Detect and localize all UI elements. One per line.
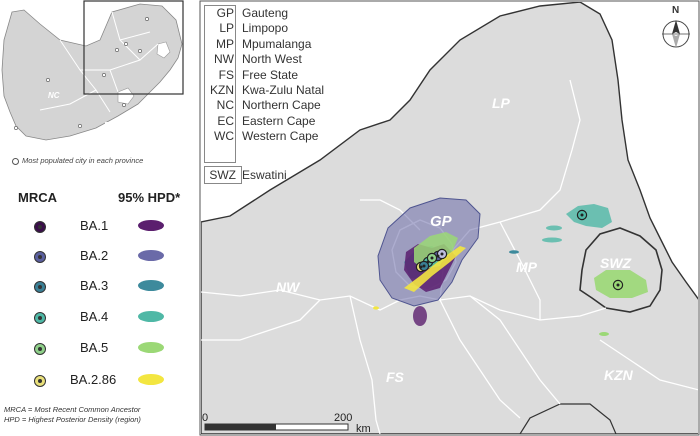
inset-eswatini [156, 41, 171, 59]
legend-label: BA.5 [80, 340, 109, 355]
legend-hpd-swatch [138, 220, 164, 231]
legend-mrca-header: MRCA [18, 190, 57, 205]
inset-zoom-box [83, 0, 184, 95]
north-label: N [672, 5, 679, 16]
legend-label: BA.2.86 [70, 372, 117, 387]
abbr-code: GP [216, 6, 234, 20]
legend-mrca-marker [34, 251, 46, 263]
hpd-ba4-mp-2 [542, 237, 562, 243]
abbr-code: LP [219, 21, 234, 36]
abbr-code: NW [214, 52, 234, 67]
abbr-code: EC [217, 113, 234, 128]
abbr-code: FS [218, 67, 234, 82]
legend-label: BA.3 [80, 278, 109, 293]
abbr-code: SWZ [209, 168, 236, 182]
hpd-ba286 [404, 246, 466, 292]
label-gp: GP [430, 213, 453, 230]
scale-bar: 0 200 km [202, 412, 371, 435]
legend-row: BA.2.86 [0, 372, 200, 394]
hpd-ba4-mp [566, 204, 612, 228]
legend-row: BA.5 [0, 340, 200, 362]
hpd-regions [373, 197, 648, 336]
label-kzn: KZN [604, 367, 634, 383]
abbr-name: Mpumalanga [242, 36, 312, 51]
abbr-name: Western Cape [242, 129, 319, 144]
legend-hpd-swatch [138, 280, 164, 291]
legend-label: BA.4 [80, 309, 109, 324]
scale-start: 0 [202, 412, 208, 424]
legend-label: BA.1 [80, 218, 109, 233]
abbr-name: North West [242, 52, 302, 67]
abbr-code: MP [216, 36, 234, 51]
abbr-name: Northern Cape [242, 98, 321, 113]
inset-province-borders [39, 11, 159, 113]
legend-row: BA.1 [0, 218, 200, 240]
hpd-ba286-small [373, 306, 379, 310]
abbr-code: NC [216, 98, 234, 113]
label-swz: SWZ [600, 255, 632, 271]
legend-mrca-marker [34, 343, 46, 355]
label-fs: FS [386, 369, 405, 385]
abbr-code: KZN [210, 83, 234, 97]
scale-mid: 200 [334, 412, 352, 424]
footnote-mrca: MRCA = Most Recent Common Ancestor [4, 405, 141, 414]
legend-mrca-marker [34, 312, 46, 324]
north-arrow: N [662, 5, 690, 48]
legend-hpd-swatch [138, 342, 164, 353]
inset-country-shape [1, 3, 183, 141]
footnote: MRCA = Most Recent Common Ancestor HPD =… [4, 405, 141, 425]
label-lp: LP [492, 95, 511, 111]
abbr-name: Eastern Cape [242, 113, 316, 128]
legend-mrca-marker [34, 281, 46, 293]
legend-row: BA.2 [0, 248, 200, 270]
label-nw: NW [276, 279, 301, 295]
inset-note: Most populated city in each province [12, 156, 143, 165]
abbr-name: Gauteng [242, 6, 289, 20]
inset-note-text: Most populated city in each province [22, 156, 144, 165]
abbr-name: Free State [242, 67, 299, 82]
abbr-name: Limpopo [242, 21, 289, 36]
hpd-ba4-mp-3 [546, 225, 562, 231]
abbreviation-box [204, 5, 236, 163]
inset-label-ec: EC [104, 121, 115, 130]
legend-mrca-marker [34, 375, 46, 387]
abbr-code: WC [214, 129, 234, 144]
mrca-dots [419, 213, 620, 287]
abbr-name: Eswatini [242, 168, 287, 182]
legend-hpd-swatch [138, 311, 164, 322]
inset-lesotho [117, 87, 135, 105]
abbr-name: Kwa-Zulu Natal [242, 83, 325, 97]
main-map: GP LP MP NW FS KZN SWZ N 0 200 km [199, 0, 700, 436]
legend-hpd-swatch [138, 374, 164, 385]
hpd-ba3-mp [509, 250, 519, 254]
hpd-ba5-small [599, 332, 609, 336]
legend-hpd-swatch [138, 250, 164, 261]
lesotho-edge [519, 403, 617, 434]
footnote-hpd: HPD = Highest Posterior Density (region) [4, 415, 141, 424]
scale-unit: km [356, 423, 371, 435]
abbreviation-box-swz [204, 166, 242, 184]
legend-label: BA.2 [80, 248, 109, 263]
hpd-ba1-south [413, 306, 427, 326]
inset-map: NC EC WC [1, 0, 184, 148]
legend-hpd-header: 95% HPD* [118, 190, 181, 205]
legend-row: BA.4 [0, 309, 200, 331]
legend-row: BA.3 [0, 278, 200, 300]
inset-cities [14, 17, 149, 130]
inset-label-wc: WC [30, 139, 44, 148]
inset-label-nc: NC [48, 91, 60, 100]
legend-mrca-marker [34, 221, 46, 233]
city-dot-icon [12, 157, 19, 165]
label-mp: MP [516, 259, 538, 275]
